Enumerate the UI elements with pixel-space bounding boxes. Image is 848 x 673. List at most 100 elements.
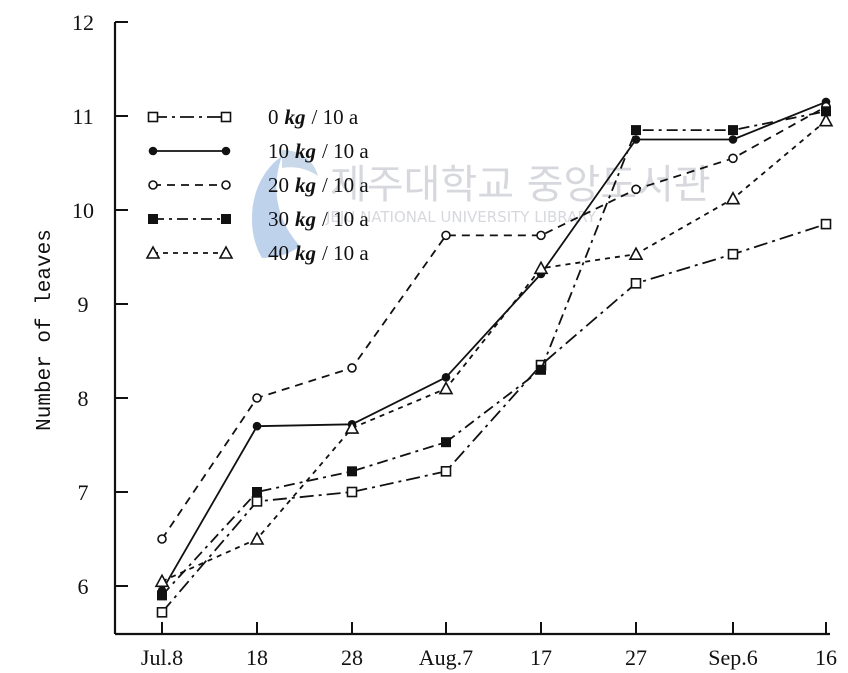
data-point-open-square	[251, 496, 263, 507]
data-point-open-circle	[536, 230, 546, 241]
x-tick-label: 16	[815, 645, 837, 670]
y-tick-label: 6	[78, 574, 89, 599]
y-axis-ticks: 6 7 8 9 10 11 12	[72, 10, 128, 599]
x-tick-label: 17	[530, 645, 552, 670]
data-point-open-square	[727, 248, 739, 260]
x-tick-label: 28	[341, 645, 363, 670]
legend-item: 0 kg/ 10 a	[147, 105, 359, 129]
data-point-filled-square	[347, 466, 357, 477]
legend-unit: kg	[295, 207, 316, 231]
data-point-filled-square	[536, 364, 546, 375]
data-point-open-square	[220, 111, 232, 123]
series-line	[161, 120, 827, 583]
y-tick-label: 7	[78, 480, 89, 505]
x-tick-label: 18	[246, 645, 268, 670]
data-point-filled-circle	[728, 135, 738, 144]
legend-unit: kg	[285, 105, 306, 129]
legend-suffix: / 10 a	[322, 207, 369, 231]
data-point-open-triangle	[344, 420, 360, 434]
legend-label: 40 kg/ 10 a	[268, 241, 369, 265]
data-point-open-triangle	[249, 531, 265, 545]
data-point-filled-square	[148, 214, 158, 224]
x-tick-label: Aug.7	[419, 645, 473, 670]
series-line	[161, 223, 827, 613]
series-40-kg	[154, 113, 834, 588]
legend-label: 0 kg/ 10 a	[268, 105, 359, 129]
data-point-open-circle	[252, 393, 262, 403]
y-axis-label: Number of leaves	[34, 229, 57, 431]
x-tick-label: Jul.8	[141, 645, 183, 670]
legend-unit: kg	[295, 139, 316, 163]
data-point-open-triangle	[438, 380, 454, 395]
data-point-open-circle	[728, 153, 738, 164]
y-tick-label: 9	[78, 292, 89, 317]
data-point-open-triangle	[154, 573, 170, 588]
data-point-open-square	[820, 218, 832, 230]
legend-item: 20 kg/ 10 a	[148, 173, 369, 197]
series-10-kg	[157, 97, 831, 595]
watermark-korean: 제주대학교 중앙도서관	[330, 162, 711, 208]
legend-suffix: / 10 a	[322, 241, 369, 265]
data-point-filled-circle	[441, 373, 451, 382]
legend-label: 10 kg/ 10 a	[268, 139, 369, 163]
watermark-logo-icon	[251, 156, 300, 258]
data-point-filled-square	[441, 437, 451, 448]
data-point-open-circle	[631, 184, 641, 195]
data-point-filled-square	[221, 214, 231, 224]
legend-item: 10 kg/ 10 a	[148, 139, 369, 163]
watermark-english: JEJU NATIONAL UNIVERSITY LIBRARY	[325, 208, 597, 226]
legend-value: 0	[268, 105, 279, 129]
data-point-open-circle	[148, 180, 158, 190]
data-point-open-triangle	[218, 245, 234, 259]
data-point-filled-circle	[221, 146, 231, 156]
data-point-open-square	[346, 486, 358, 498]
y-tick-label: 8	[78, 386, 89, 411]
data-point-filled-circle	[252, 421, 262, 431]
y-tick-label: 10	[72, 198, 94, 223]
series-line	[161, 110, 827, 597]
data-point-open-square	[440, 466, 452, 477]
data-point-open-triangle	[533, 260, 549, 275]
series-line	[161, 101, 827, 592]
y-tick-label: 11	[72, 104, 93, 129]
y-tick-label: 12	[72, 10, 94, 35]
data-point-open-circle	[221, 180, 231, 190]
legend-value: 20	[268, 173, 289, 197]
legend-item: 30 kg/ 10 a	[148, 207, 369, 231]
data-point-open-square	[147, 111, 159, 123]
data-point-open-circle	[157, 534, 167, 544]
legend-unit: kg	[295, 241, 316, 265]
legend: 0 kg/ 10 a10 kg/ 10 a20 kg/ 10 a30 kg/ 10 a4…	[145, 105, 369, 265]
legend-suffix: / 10 a	[322, 139, 369, 163]
data-point-open-square	[630, 278, 642, 289]
data-point-filled-square	[728, 125, 738, 136]
data-point-open-circle	[441, 230, 451, 241]
data-point-open-triangle	[725, 191, 741, 205]
x-axis-ticks: Jul.8 18 28 Aug.7 17 27 Sep.6 16	[141, 622, 837, 670]
legend-suffix: / 10 a	[322, 173, 369, 197]
data-point-open-triangle	[145, 245, 161, 259]
watermark: 제주대학교 중앙도서관 JEJU NATIONAL UNIVERSITY LIB…	[251, 150, 711, 258]
series-line	[161, 105, 827, 540]
legend-item: 40 kg/ 10 a	[145, 241, 369, 265]
data-point-open-triangle	[628, 246, 644, 260]
data-point-open-square	[156, 607, 168, 618]
legend-suffix: / 10 a	[312, 105, 359, 129]
data-point-filled-square	[252, 487, 262, 497]
x-tick-label: 27	[625, 645, 647, 670]
legend-value: 40	[268, 241, 289, 265]
watermark-logo-accent-icon	[282, 150, 318, 176]
data-point-filled-circle	[148, 146, 158, 156]
legend-value: 30	[268, 207, 289, 231]
data-point-filled-square	[157, 590, 167, 601]
x-tick-label: Sep.6	[708, 645, 758, 670]
legend-unit: kg	[295, 173, 316, 197]
data-point-open-triangle	[818, 113, 834, 127]
legend-label: 30 kg/ 10 a	[268, 207, 369, 231]
legend-value: 10	[268, 139, 289, 163]
data-point-open-circle	[347, 363, 357, 373]
series-0-kg	[156, 218, 832, 618]
series-layer	[154, 97, 834, 618]
data-point-filled-square	[631, 125, 641, 136]
